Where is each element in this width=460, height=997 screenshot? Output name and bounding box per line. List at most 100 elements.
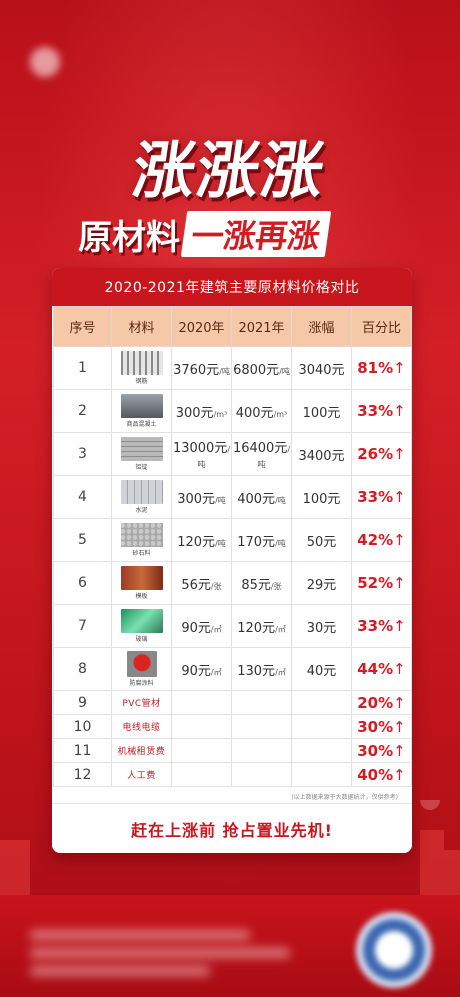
table-row: 2 商品混凝土 300元/m³ 400元/m³ 100元 33%↑ xyxy=(53,389,412,433)
price-2021 xyxy=(231,690,292,715)
price-2020-value: 56元 xyxy=(181,577,211,593)
table-row: 6 模板 56元/张 85元/张 29元 52%↑ xyxy=(53,561,412,605)
row-no: 3 xyxy=(53,432,112,476)
rise-percent: 40%↑ xyxy=(351,762,412,787)
row-no: 5 xyxy=(53,518,112,562)
material-cell: 水泥 xyxy=(111,475,172,519)
price-2021-unit: /吨 xyxy=(257,445,291,469)
city-skyline-illustration xyxy=(0,800,460,900)
row-no: 8 xyxy=(53,647,112,691)
material-label: 人工费 xyxy=(111,762,172,787)
subheadline: 原材料 一涨再涨 xyxy=(78,211,398,258)
price-2021-value: 130元 xyxy=(237,663,276,679)
rise-percent-value: 30% xyxy=(357,717,394,736)
price-2020-value: 3760元 xyxy=(173,362,220,378)
price-2021 xyxy=(231,714,292,739)
price-2020-unit: /m³ xyxy=(213,409,228,419)
formwork-image xyxy=(120,566,163,590)
row-no: 2 xyxy=(53,389,112,433)
rise-amount: 30元 xyxy=(291,604,352,648)
rise-percent-value: 52% xyxy=(357,574,394,592)
col-header-material: 材料 xyxy=(111,306,172,347)
price-2021: 400元/m³ xyxy=(231,389,292,433)
col-header-rise: 涨幅 xyxy=(291,306,352,347)
price-2021-unit: /张 xyxy=(270,581,282,591)
rise-percent: 20%↑ xyxy=(351,690,412,715)
price-2021-value: 400元 xyxy=(237,491,276,507)
rise-percent-value: 33% xyxy=(357,488,394,506)
rebar-image xyxy=(120,351,163,375)
rise-percent: 81%↑ xyxy=(351,346,412,390)
price-2020 xyxy=(171,714,232,739)
row-no: 9 xyxy=(53,690,112,715)
row-no: 11 xyxy=(53,738,112,763)
price-2020: 300元/m³ xyxy=(171,389,232,433)
material-label: 电线电缆 xyxy=(111,714,172,739)
rise-percent: 33%↑ xyxy=(351,475,412,519)
rise-percent: 44%↑ xyxy=(351,647,412,691)
table-row: 3 铝锭 13000元/吨 16400元/吨 3400元 26%↑ xyxy=(53,432,412,476)
table-row: 11 机械租赁费 30%↑ xyxy=(53,738,412,763)
price-2020: 90元/㎡ xyxy=(171,647,232,691)
table-row: 5 砂石料 120元/吨 170元/吨 50元 42%↑ xyxy=(53,518,412,562)
row-no: 12 xyxy=(53,762,112,787)
price-2020-value: 90元 xyxy=(181,620,211,636)
rise-percent-value: 40% xyxy=(357,765,394,784)
material-cell: 防腐涂料 xyxy=(111,647,172,691)
price-2020-unit: /吨 xyxy=(215,495,226,505)
price-2021: 130元/㎡ xyxy=(231,647,292,691)
rise-amount xyxy=(291,714,352,739)
material-label: 机械租赁费 xyxy=(111,738,172,763)
material-label: 铝锭 xyxy=(135,464,148,471)
price-2020-value: 300元 xyxy=(175,405,214,421)
material-label: 钢筋 xyxy=(135,378,148,385)
price-2020: 300元/吨 xyxy=(171,475,232,519)
price-2021: 120元/㎡ xyxy=(231,604,292,648)
price-2020: 3760元/吨 xyxy=(171,346,232,390)
up-arrow-icon: ↑ xyxy=(393,445,406,463)
material-label: 水泥 xyxy=(135,507,148,514)
row-no: 1 xyxy=(53,346,112,390)
rise-amount xyxy=(291,762,352,787)
col-header-no: 序号 xyxy=(53,306,112,347)
rise-amount: 40元 xyxy=(291,647,352,691)
price-2021: 170元/吨 xyxy=(231,518,292,562)
price-2020: 120元/吨 xyxy=(171,518,232,562)
price-2021-value: 6800元 xyxy=(233,362,280,378)
up-arrow-icon: ↑ xyxy=(393,617,406,635)
table-header-row: 序号 材料 2020年 2021年 涨幅 百分比 xyxy=(53,306,412,347)
rise-amount: 100元 xyxy=(291,389,352,433)
slogan: 赶在上涨前 抢占置业先机! xyxy=(52,803,412,853)
table-row: 10 电线电缆 30%↑ xyxy=(53,714,412,739)
rise-percent: 52%↑ xyxy=(351,561,412,605)
price-2020-unit: /吨 xyxy=(215,538,226,548)
row-no: 10 xyxy=(53,714,112,739)
material-label: 砂石料 xyxy=(132,550,151,557)
cement-image xyxy=(120,480,163,504)
price-2021-value: 120元 xyxy=(237,620,276,636)
rise-percent: 30%↑ xyxy=(351,714,412,739)
material-label: 防腐涂料 xyxy=(129,680,154,687)
price-2020 xyxy=(171,762,232,787)
up-arrow-icon: ↑ xyxy=(393,660,406,678)
rise-percent-value: 30% xyxy=(357,741,394,760)
price-2020: 56元/张 xyxy=(171,561,232,605)
up-arrow-icon: ↑ xyxy=(393,402,406,420)
rise-percent: 42%↑ xyxy=(351,518,412,562)
material-cell: 钢筋 xyxy=(111,346,172,390)
price-2020-unit: /吨 xyxy=(219,366,230,376)
price-2020 xyxy=(171,690,232,715)
price-2020-unit: /吨 xyxy=(197,445,231,469)
subheadline-left: 原材料 xyxy=(78,217,180,258)
rise-percent-value: 33% xyxy=(357,617,394,635)
up-arrow-icon: ↑ xyxy=(393,717,406,736)
material-cell: 铝锭 xyxy=(111,432,172,476)
price-2021-value: 400元 xyxy=(235,405,274,421)
table-row: 1 钢筋 3760元/吨 6800元/吨 3040元 81%↑ xyxy=(53,346,412,390)
material-cell: 玻璃 xyxy=(111,604,172,648)
material-label: 玻璃 xyxy=(135,636,148,643)
blurred-contact-info xyxy=(30,930,330,976)
price-2021-unit: /吨 xyxy=(275,538,286,548)
up-arrow-icon: ↑ xyxy=(393,765,406,784)
rise-percent-value: 33% xyxy=(357,402,394,420)
